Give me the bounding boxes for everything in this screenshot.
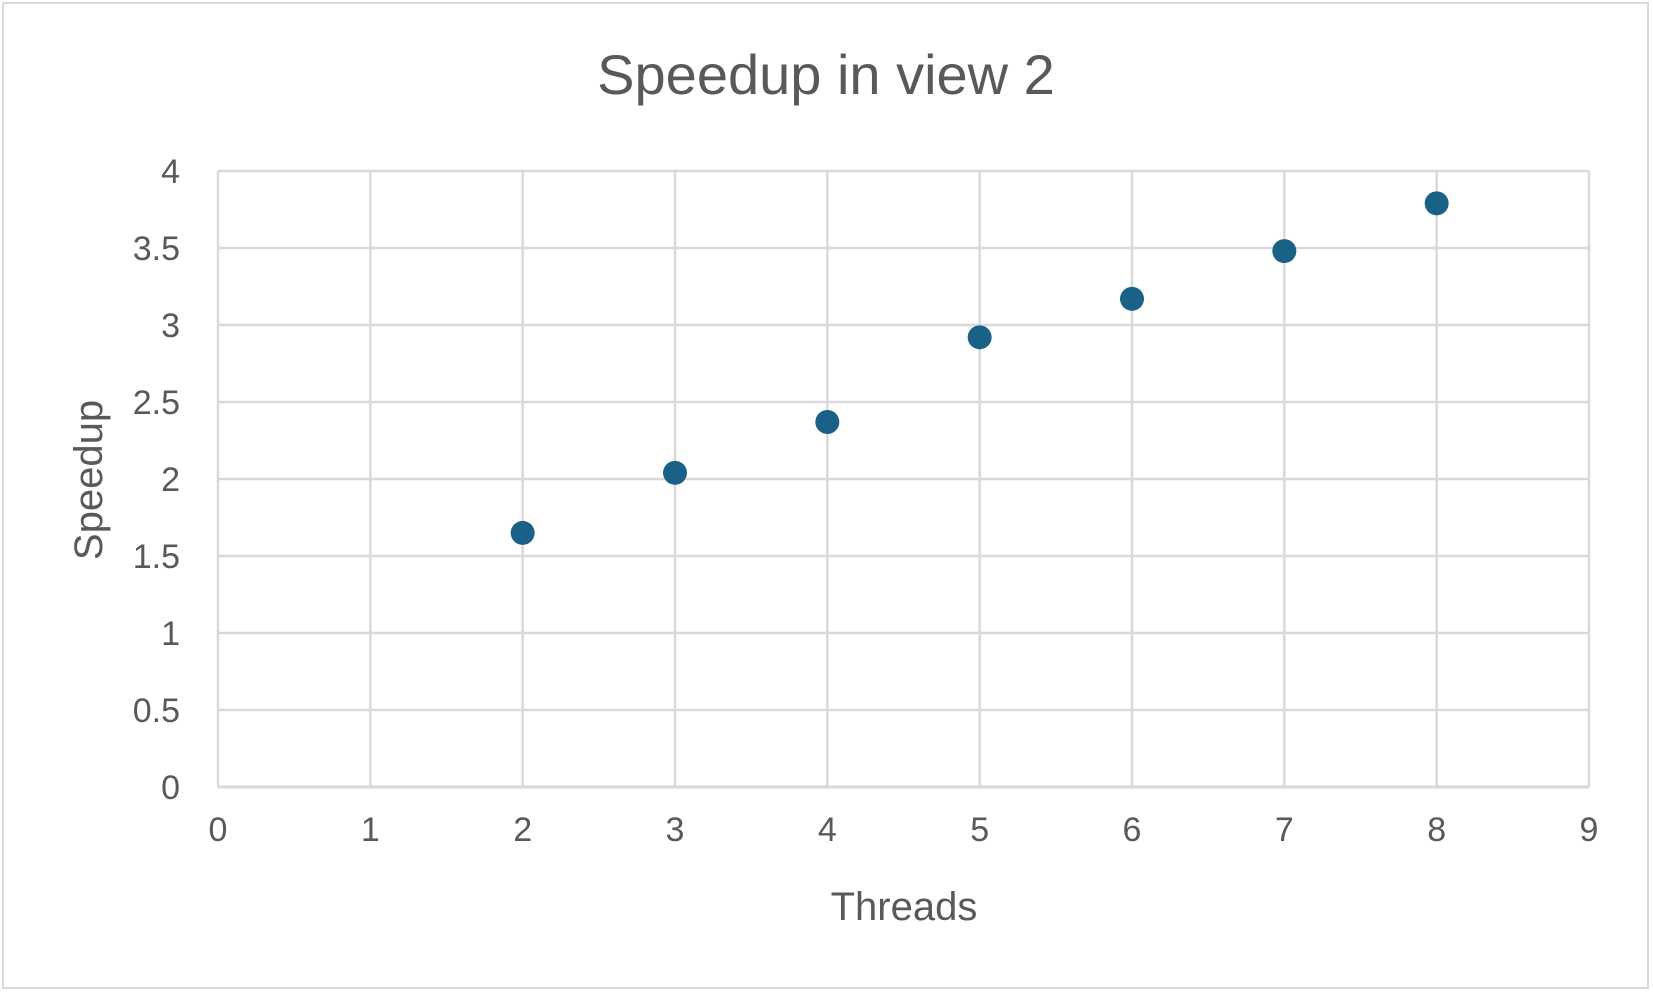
data-point	[1272, 239, 1297, 264]
data-point	[815, 410, 840, 435]
data-points	[510, 191, 1449, 545]
y-axis-title: Speedup	[67, 400, 111, 560]
y-tick-label: 1.5	[133, 538, 180, 576]
data-point	[1424, 191, 1449, 216]
data-point	[967, 325, 992, 350]
x-tick-label: 8	[1427, 811, 1446, 849]
y-tick-label: 1	[161, 615, 180, 653]
x-tick-label: 6	[1123, 811, 1142, 849]
y-tick-label: 2.5	[133, 384, 180, 422]
data-point	[510, 520, 535, 545]
x-tick-label: 4	[818, 811, 837, 849]
x-tick-label: 7	[1275, 811, 1294, 849]
y-tick-label: 3.5	[133, 230, 180, 268]
x-tick-label: 2	[513, 811, 532, 849]
y-tick-label: 4	[161, 153, 180, 191]
y-axis-ticks: 0 0.5 1 1.5 2 2.5 3 3.5 4	[133, 153, 180, 807]
x-tick-label: 5	[970, 811, 989, 849]
data-point	[663, 460, 687, 485]
data-point	[1120, 286, 1144, 311]
x-tick-label: 9	[1580, 811, 1599, 849]
x-tick-label: 3	[666, 811, 685, 849]
x-axis-ticks: 0 1 2 3 4 5 6 7 8 9	[209, 811, 1599, 849]
gridlines	[216, 169, 1591, 787]
x-tick-label: 1	[361, 811, 380, 849]
x-axis-title: Threads	[831, 885, 978, 929]
y-tick-label: 0.5	[133, 692, 180, 730]
chart-title: Speedup in view 2	[597, 43, 1055, 106]
y-tick-label: 2	[161, 461, 180, 499]
x-tick-label: 0	[209, 811, 228, 849]
y-tick-label: 0	[161, 769, 180, 807]
y-tick-label: 3	[161, 307, 180, 345]
